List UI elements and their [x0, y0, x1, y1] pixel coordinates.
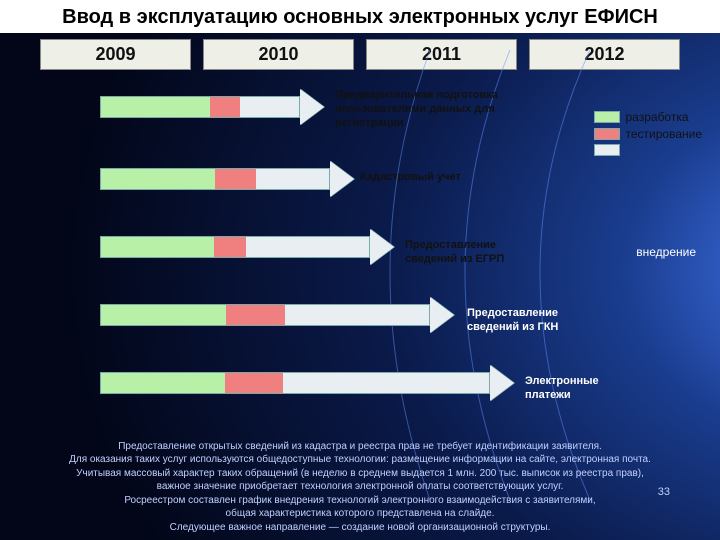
arrow-bar — [100, 168, 330, 190]
arrow-bar — [100, 304, 430, 326]
legend: разработка тестирование — [594, 110, 703, 159]
arrow-bar — [100, 96, 300, 118]
bar-segment — [101, 169, 215, 189]
legend-swatch-blank — [594, 144, 620, 156]
legend-label-test: тестирование — [626, 127, 703, 141]
bar-segment — [101, 373, 225, 393]
arrow-head-icon — [300, 89, 324, 125]
year-box: 2009 — [40, 39, 191, 70]
legend-label-dev: разработка — [626, 110, 689, 124]
year-header: 2009 2010 2011 2012 — [0, 39, 720, 70]
bar-segment — [214, 237, 246, 257]
page-title: Ввод в эксплуатацию основных электронных… — [0, 0, 720, 33]
legend-swatch-dev — [594, 111, 620, 123]
year-box: 2012 — [529, 39, 680, 70]
arrow-head-icon — [330, 161, 354, 197]
arrow-head-icon — [430, 297, 454, 333]
year-box: 2010 — [203, 39, 354, 70]
row-label: Предоставление сведений из ГКН — [462, 304, 612, 338]
legend-swatch-test — [594, 128, 620, 140]
year-box: 2011 — [366, 39, 517, 70]
arrow-bar — [100, 236, 370, 258]
bar-segment — [283, 373, 489, 393]
row-label: Предоставление сведений из ЕГРП — [400, 236, 550, 270]
row-label: Предварительная подготовка пользователям… — [330, 86, 530, 133]
arrow-head-icon — [490, 365, 514, 401]
implementation-label: внедрение — [636, 245, 696, 259]
bar-segment — [226, 305, 285, 325]
bar-segment — [240, 97, 299, 117]
slide-number: 33 — [658, 486, 670, 498]
bar-segment — [285, 305, 429, 325]
footer-text: Предоставление открытых сведений из када… — [0, 440, 720, 535]
row-label: Кадастровый учет — [355, 168, 515, 188]
row-label: Электронные платежи — [520, 372, 650, 406]
bar-segment — [256, 169, 329, 189]
bar-segment — [246, 237, 369, 257]
bar-segment — [101, 305, 226, 325]
bar-segment — [225, 373, 283, 393]
arrow-head-icon — [370, 229, 394, 265]
bar-segment — [101, 97, 210, 117]
bar-segment — [101, 237, 214, 257]
arrow-bar — [100, 372, 490, 394]
bar-segment — [215, 169, 256, 189]
bar-segment — [210, 97, 240, 117]
